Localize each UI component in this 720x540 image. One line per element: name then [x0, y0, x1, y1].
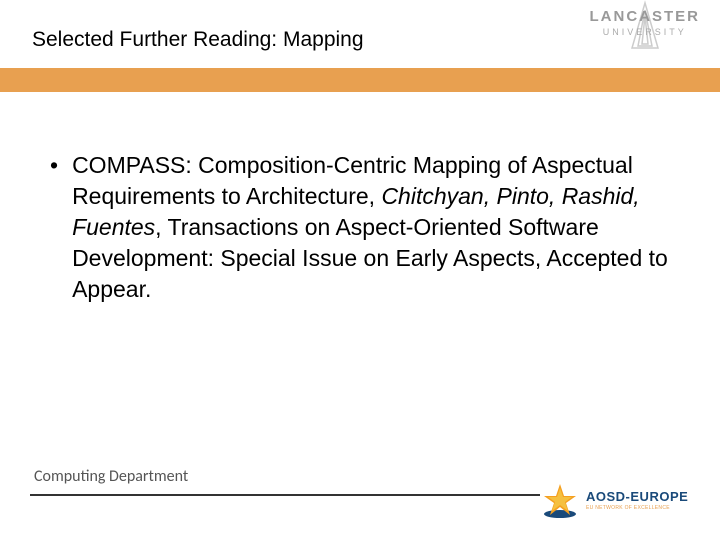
footer: Computing Department AOSD-EUROPE EU NETW…	[0, 460, 720, 540]
bullet-marker: •	[50, 150, 58, 181]
orange-divider-bar	[0, 68, 720, 92]
aosd-title: AOSD-EUROPE	[586, 489, 688, 504]
aosd-text-wrap: AOSD-EUROPE EU NETWORK OF EXCELLENCE	[586, 489, 688, 511]
lancaster-logo: LANCASTER UNIVERSITY	[590, 8, 701, 37]
aosd-logo: AOSD-EUROPE EU NETWORK OF EXCELLENCE	[540, 468, 690, 532]
department-label: Computing Department	[34, 467, 188, 486]
aosd-subtitle: EU NETWORK OF EXCELLENCE	[586, 505, 688, 511]
bullet-text: COMPASS: Composition-Centric Mapping of …	[72, 150, 680, 305]
lancaster-text: LANCASTER	[590, 8, 701, 25]
bullet-item: • COMPASS: Composition-Centric Mapping o…	[40, 150, 680, 305]
slide-title: Selected Further Reading: Mapping	[32, 28, 364, 52]
star-icon	[540, 480, 580, 520]
content-area: • COMPASS: Composition-Centric Mapping o…	[0, 100, 720, 305]
header: Selected Further Reading: Mapping LANCAS…	[0, 0, 720, 100]
reading-suffix: , Transactions on Aspect-Oriented Softwa…	[72, 214, 668, 302]
lancaster-university-text: UNIVERSITY	[590, 27, 701, 37]
